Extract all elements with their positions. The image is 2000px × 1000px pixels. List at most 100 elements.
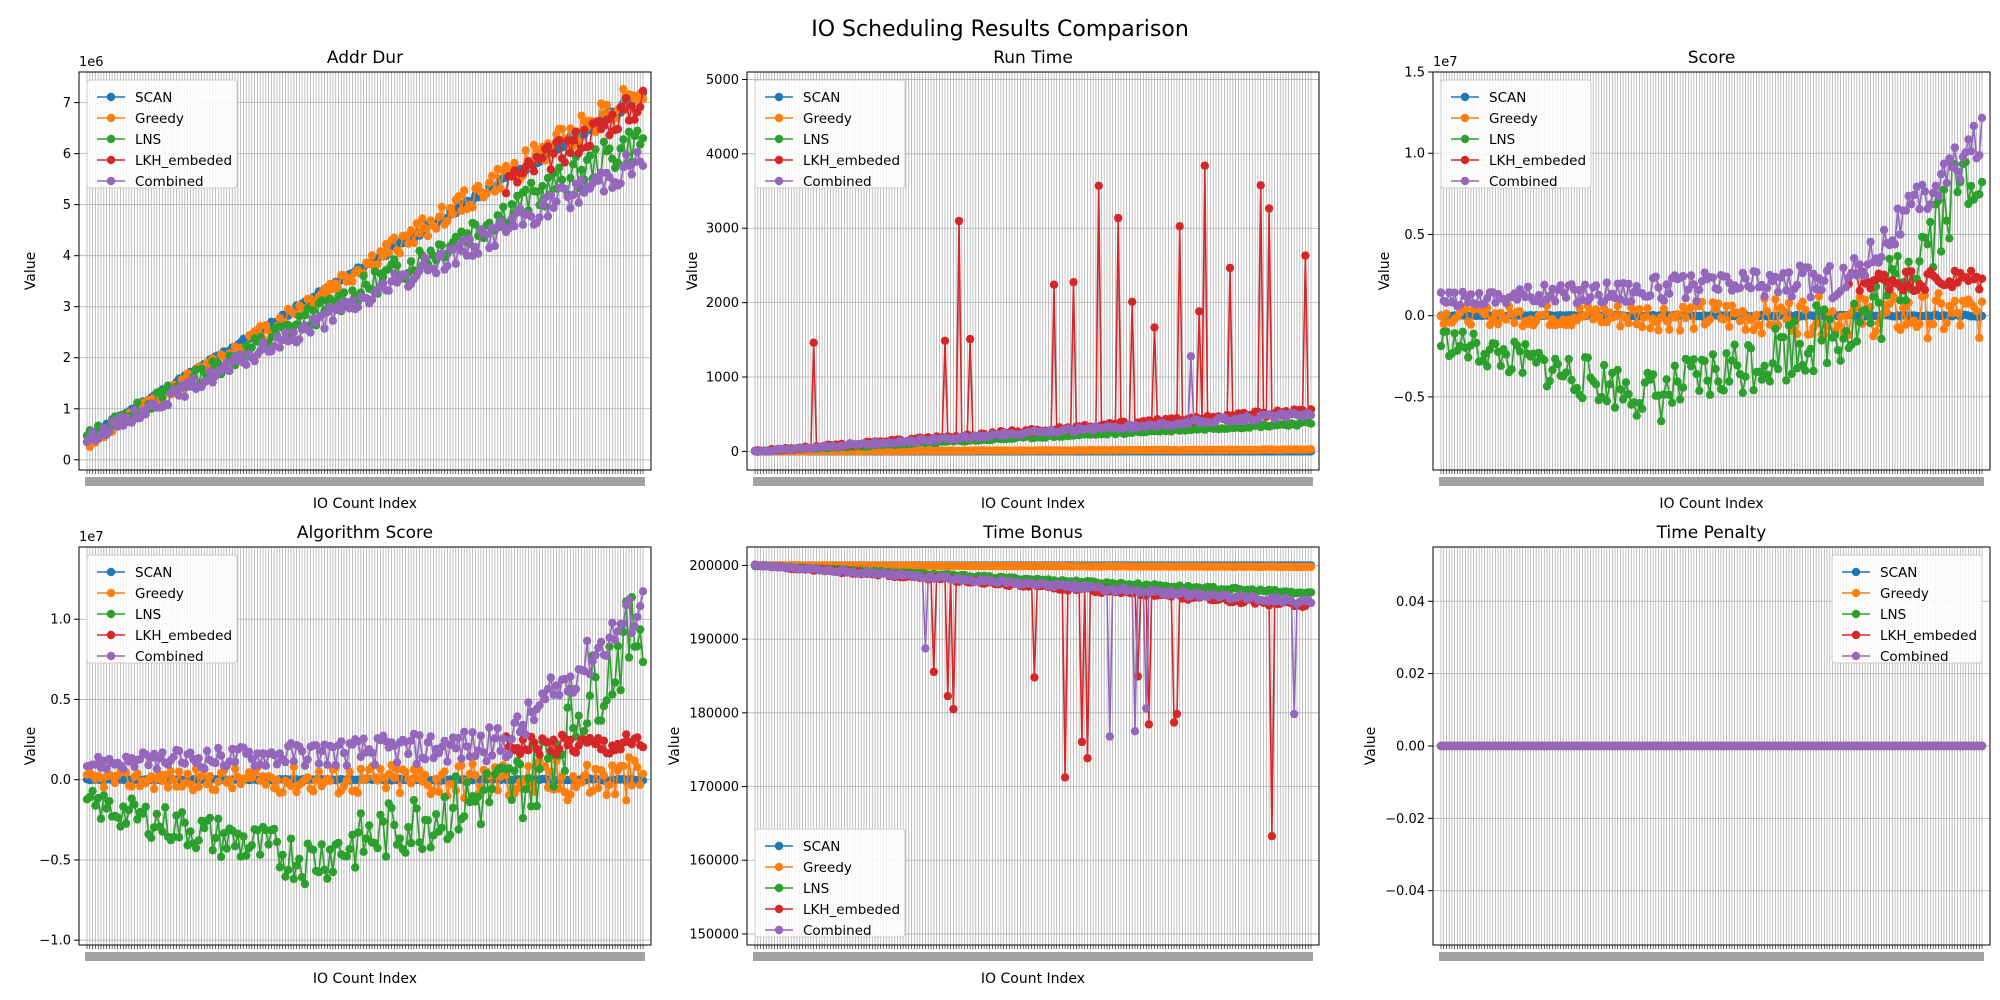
x-axis-label: IO Count Index — [981, 496, 1085, 512]
data-point — [1144, 720, 1154, 729]
data-point — [152, 764, 161, 774]
plot-frame — [1432, 71, 1991, 471]
data-point — [1749, 325, 1758, 335]
data-point — [356, 764, 365, 774]
data-point — [1918, 180, 1927, 190]
data-point — [1602, 396, 1612, 406]
legend-marker — [774, 841, 784, 851]
data-point — [1966, 147, 1976, 156]
data-point — [518, 720, 528, 730]
data-point — [1469, 329, 1478, 338]
data-point — [409, 795, 419, 805]
data-point — [133, 398, 142, 407]
x-tick-label-band — [1439, 952, 1984, 961]
y-axis-label: Value — [667, 727, 683, 765]
data-point — [323, 874, 332, 883]
y-scale-label: 1e6 — [79, 55, 104, 70]
data-point — [633, 612, 642, 622]
data-point — [1782, 286, 1791, 295]
x-grid-path — [754, 72, 1312, 470]
data-point — [638, 769, 648, 778]
data-point — [1521, 340, 1530, 349]
data-point — [1953, 308, 1962, 317]
data-point — [577, 165, 586, 174]
data-point — [527, 178, 536, 188]
data-point — [1705, 315, 1715, 324]
data-point — [1580, 280, 1590, 289]
data-point — [636, 780, 645, 789]
data-point — [161, 803, 170, 812]
data-point — [563, 703, 572, 712]
data-point — [569, 190, 578, 200]
data-point — [437, 823, 446, 832]
data-point — [342, 761, 351, 770]
data-point — [1784, 298, 1794, 308]
data-point — [1306, 588, 1316, 597]
data-point — [1200, 161, 1210, 170]
data-point — [1114, 213, 1123, 223]
data-point — [309, 306, 318, 315]
data-point — [1436, 288, 1446, 297]
data-point — [1909, 190, 1919, 200]
data-point — [496, 746, 505, 756]
legend-label: Combined — [135, 174, 204, 190]
data-point — [613, 642, 623, 651]
data-point — [356, 752, 365, 762]
data-point — [479, 748, 488, 757]
data-point — [311, 741, 321, 750]
data-point — [636, 601, 645, 611]
data-point — [1632, 282, 1641, 291]
data-point — [88, 786, 97, 796]
data-point — [272, 837, 282, 847]
data-point — [169, 752, 178, 762]
data-point — [462, 778, 472, 787]
data-point — [482, 757, 491, 766]
data-point — [605, 173, 614, 182]
data-point — [1790, 317, 1799, 326]
data-point — [186, 827, 195, 836]
data-point — [247, 841, 256, 850]
data-point — [619, 762, 628, 771]
data-point — [1833, 345, 1843, 355]
data-point — [507, 200, 516, 209]
data-point — [1060, 773, 1070, 782]
data-point — [633, 763, 642, 772]
legend-label: Combined — [803, 923, 872, 939]
y-tick-label: 1000 — [706, 371, 739, 386]
legend-marker — [1460, 155, 1470, 165]
data-point — [1616, 322, 1625, 331]
data-point — [295, 335, 304, 344]
data-point — [566, 203, 575, 213]
data-point — [546, 165, 555, 174]
data-point — [622, 730, 631, 739]
data-point — [633, 147, 642, 157]
legend-marker — [106, 609, 116, 619]
data-point — [404, 822, 413, 832]
series-LNS — [82, 593, 648, 889]
data-point — [474, 249, 483, 258]
data-point — [596, 716, 606, 725]
data-point — [228, 783, 237, 793]
data-point — [247, 343, 256, 352]
data-point — [337, 306, 346, 315]
data-point — [1646, 324, 1655, 333]
data-point — [423, 231, 433, 241]
y-axis-label: Value — [1377, 252, 1393, 290]
data-point — [96, 814, 106, 823]
legend-marker — [106, 176, 116, 186]
y-tick-label: −0.5 — [1393, 390, 1425, 405]
y-tick-label: 0.5 — [50, 693, 71, 708]
legend-marker — [106, 567, 116, 577]
data-point — [214, 743, 223, 753]
data-point — [440, 767, 449, 776]
data-point — [1515, 307, 1525, 316]
plot-frame — [746, 71, 1320, 471]
data-point — [1681, 313, 1690, 323]
data-point — [1950, 296, 1960, 305]
data-point — [1594, 290, 1603, 300]
data-point — [1540, 280, 1549, 289]
data-point — [406, 779, 416, 788]
